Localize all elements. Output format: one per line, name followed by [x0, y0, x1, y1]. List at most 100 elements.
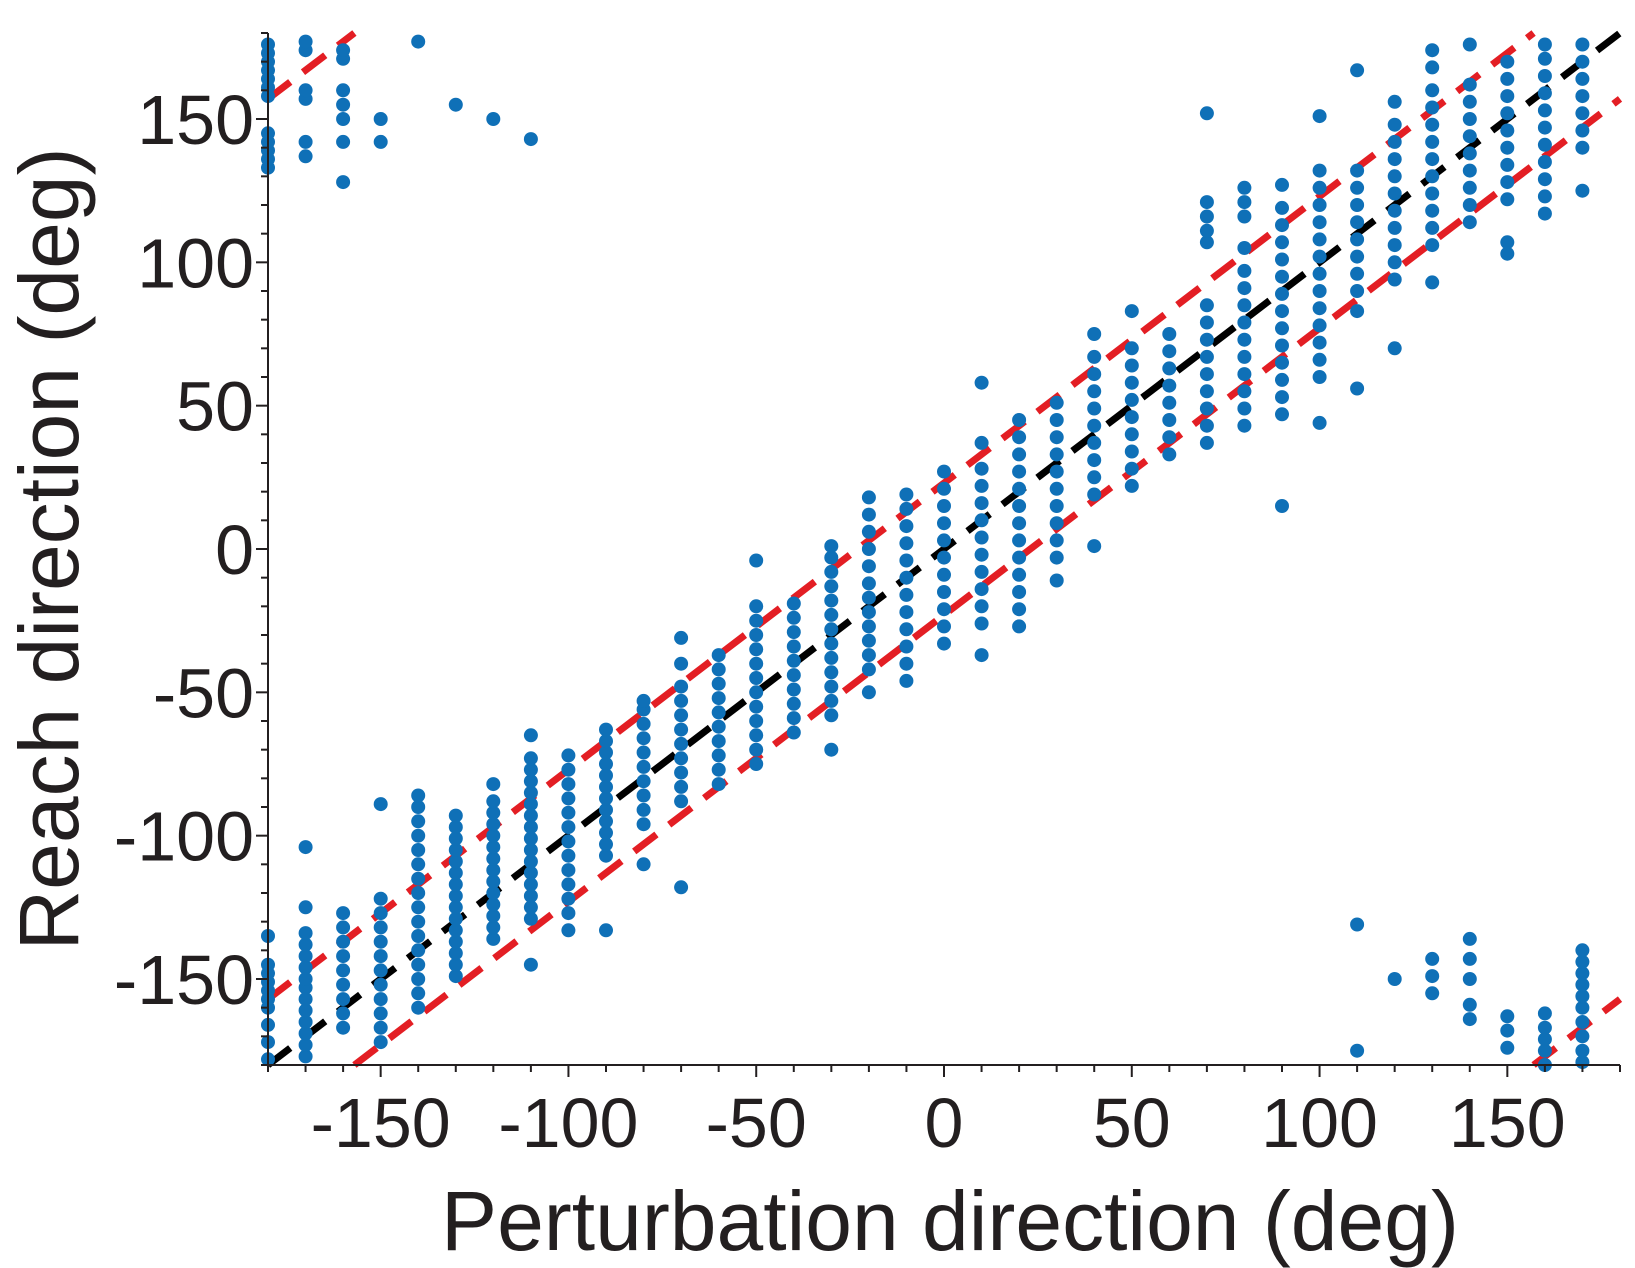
- data-point: [1462, 997, 1477, 1012]
- data-point: [1387, 186, 1402, 201]
- data-point: [599, 745, 613, 760]
- data-point: [561, 877, 576, 892]
- data-point: [1012, 464, 1027, 479]
- data-point: [1162, 413, 1177, 427]
- data-point: [486, 863, 501, 878]
- data-point: [1312, 352, 1327, 367]
- data-point: [636, 759, 651, 774]
- data-point: [486, 851, 501, 866]
- data-point: [486, 828, 501, 843]
- data-point: [674, 630, 689, 645]
- data-point: [336, 43, 351, 58]
- data-point: [674, 736, 689, 751]
- data-point: [1312, 415, 1327, 430]
- data-point: [1199, 315, 1214, 330]
- data-point: [1312, 301, 1327, 316]
- data-point: [1087, 453, 1102, 468]
- data-point: [523, 843, 538, 857]
- data-point: [636, 802, 651, 817]
- y-tick-label: 0: [215, 511, 254, 589]
- data-point: [674, 880, 689, 895]
- data-point: [1275, 269, 1289, 284]
- data-point: [1500, 106, 1515, 121]
- data-point: [599, 791, 613, 806]
- data-point: [1537, 189, 1552, 204]
- data-point: [1350, 215, 1365, 230]
- y-tick-label: -100: [114, 798, 254, 876]
- x-tick-label: 0: [925, 1084, 964, 1162]
- x-tick-label: -150: [311, 1084, 451, 1162]
- data-point: [1425, 951, 1440, 966]
- data-points: [261, 34, 1590, 1072]
- data-point: [711, 676, 726, 691]
- data-point: [861, 605, 876, 620]
- data-point: [1087, 349, 1102, 364]
- data-point: [1087, 470, 1102, 485]
- data-point: [523, 785, 538, 800]
- data-point: [599, 734, 613, 749]
- data-point: [899, 570, 914, 585]
- data-point: [1462, 112, 1477, 126]
- data-point: [749, 553, 764, 568]
- data-point: [899, 673, 914, 688]
- data-point: [786, 711, 801, 726]
- data-point: [711, 719, 726, 734]
- data-point: [1124, 461, 1139, 476]
- data-point: [786, 610, 801, 625]
- data-point: [1500, 157, 1515, 172]
- data-point: [711, 734, 726, 749]
- data-point: [1012, 567, 1027, 582]
- data-point: [448, 946, 463, 961]
- x-tick-label: -100: [498, 1084, 638, 1162]
- data-point: [786, 668, 801, 683]
- data-point: [1387, 117, 1402, 132]
- data-point: [486, 920, 501, 935]
- data-point: [373, 920, 388, 935]
- data-point: [411, 900, 426, 915]
- data-point: [1049, 516, 1064, 531]
- data-point: [561, 805, 576, 820]
- data-point: [1049, 395, 1064, 410]
- data-point: [1312, 335, 1327, 350]
- data-point: [1350, 232, 1365, 247]
- data-point: [749, 656, 764, 671]
- y-tick-label: 50: [176, 368, 254, 446]
- data-point: [899, 639, 914, 654]
- data-point: [561, 791, 576, 806]
- data-point: [561, 762, 576, 777]
- data-point: [561, 848, 576, 863]
- data-point: [1237, 367, 1252, 382]
- data-point: [298, 972, 313, 986]
- data-point: [1312, 284, 1327, 298]
- data-point: [1199, 418, 1214, 433]
- data-point: [1425, 275, 1440, 290]
- data-point: [1199, 435, 1214, 450]
- data-point: [298, 949, 313, 964]
- data-point: [1275, 218, 1289, 233]
- data-point: [1500, 123, 1515, 138]
- data-point: [974, 582, 989, 597]
- data-point: [1312, 370, 1327, 384]
- data-point: [786, 625, 801, 640]
- data-point: [1012, 430, 1027, 445]
- data-point: [749, 699, 764, 714]
- data-point: [336, 1006, 351, 1021]
- data-point: [861, 490, 876, 505]
- data-point: [523, 831, 538, 846]
- data-point: [1537, 86, 1552, 101]
- data-point: [1537, 51, 1552, 66]
- data-point: [599, 848, 613, 863]
- data-point: [1500, 54, 1515, 69]
- data-point: [336, 97, 351, 112]
- data-point: [1312, 109, 1327, 124]
- data-point: [336, 992, 351, 1007]
- data-point: [861, 648, 876, 663]
- identity-line: [265, 30, 1623, 1068]
- data-point: [824, 579, 839, 594]
- data-point: [824, 742, 839, 757]
- data-point: [373, 992, 388, 1007]
- data-point: [411, 34, 426, 49]
- data-point: [1312, 249, 1327, 264]
- data-point: [786, 696, 801, 711]
- data-point: [448, 831, 463, 846]
